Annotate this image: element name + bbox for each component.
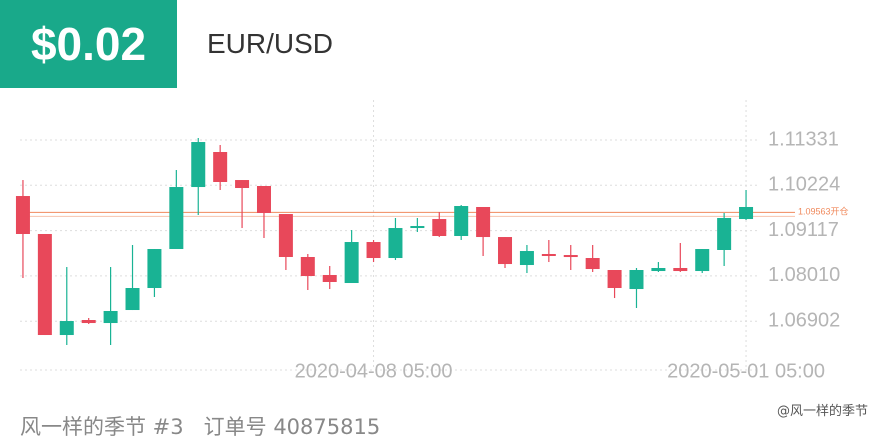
footer: 风一样的季节 #3 订单号 40875815 — [20, 411, 380, 440]
candle-body — [563, 255, 578, 258]
candle-body — [37, 233, 52, 336]
candle-body — [695, 249, 710, 272]
chart: 1.11331 1.10224 1.09117 1.08010 1.06902 1.095… — [15, 100, 849, 382]
candle-body — [388, 228, 403, 259]
candle-body — [235, 180, 250, 189]
candle-body — [278, 214, 293, 257]
candle-body — [191, 142, 206, 188]
candle-body — [476, 206, 491, 238]
candle-body — [366, 242, 381, 259]
candle-body — [673, 267, 688, 272]
candle-body — [322, 274, 337, 282]
order-number: 订单号 40875815 — [203, 415, 381, 439]
candle-body — [585, 258, 600, 270]
y-tick-label: 1.06902 — [768, 310, 840, 332]
candle-body — [432, 219, 447, 237]
user-name: 风一样的季节 #3 — [20, 415, 184, 439]
x-tick-label: 2020-05-01 05:00 — [667, 360, 825, 382]
candle-body — [213, 152, 228, 182]
candle-body — [498, 237, 513, 265]
y-tick-label: 1.11331 — [768, 128, 839, 150]
price-line-label: 1.09563开仓 — [798, 206, 849, 217]
candle-body — [169, 187, 184, 250]
candle-body — [147, 249, 162, 289]
candle-body — [739, 206, 754, 220]
candle-body — [519, 251, 534, 266]
candle-body — [300, 256, 315, 277]
y-tick-label: 1.09117 — [768, 219, 839, 241]
candle-body — [629, 270, 644, 290]
y-tick-label: 1.10224 — [768, 174, 840, 196]
candle-body — [344, 242, 359, 284]
candle-body — [717, 217, 732, 250]
x-tick-label: 2020-04-08 05:00 — [295, 360, 453, 382]
candle-body — [410, 226, 425, 229]
candle-body — [454, 206, 469, 237]
y-tick-label: 1.08010 — [768, 264, 840, 286]
candle-body — [256, 186, 271, 214]
candle-body — [59, 321, 74, 336]
symbol: EUR/USD — [207, 28, 334, 59]
candle-body — [541, 254, 556, 257]
candle-body — [81, 320, 96, 324]
price-badge: $0.02 — [0, 0, 177, 88]
candle-body — [103, 311, 118, 324]
candle-body — [651, 267, 666, 272]
candle-body — [607, 270, 622, 289]
candle-body — [125, 288, 140, 311]
candle-body — [15, 196, 30, 234]
watermark: @风一样的季节 — [776, 404, 868, 419]
